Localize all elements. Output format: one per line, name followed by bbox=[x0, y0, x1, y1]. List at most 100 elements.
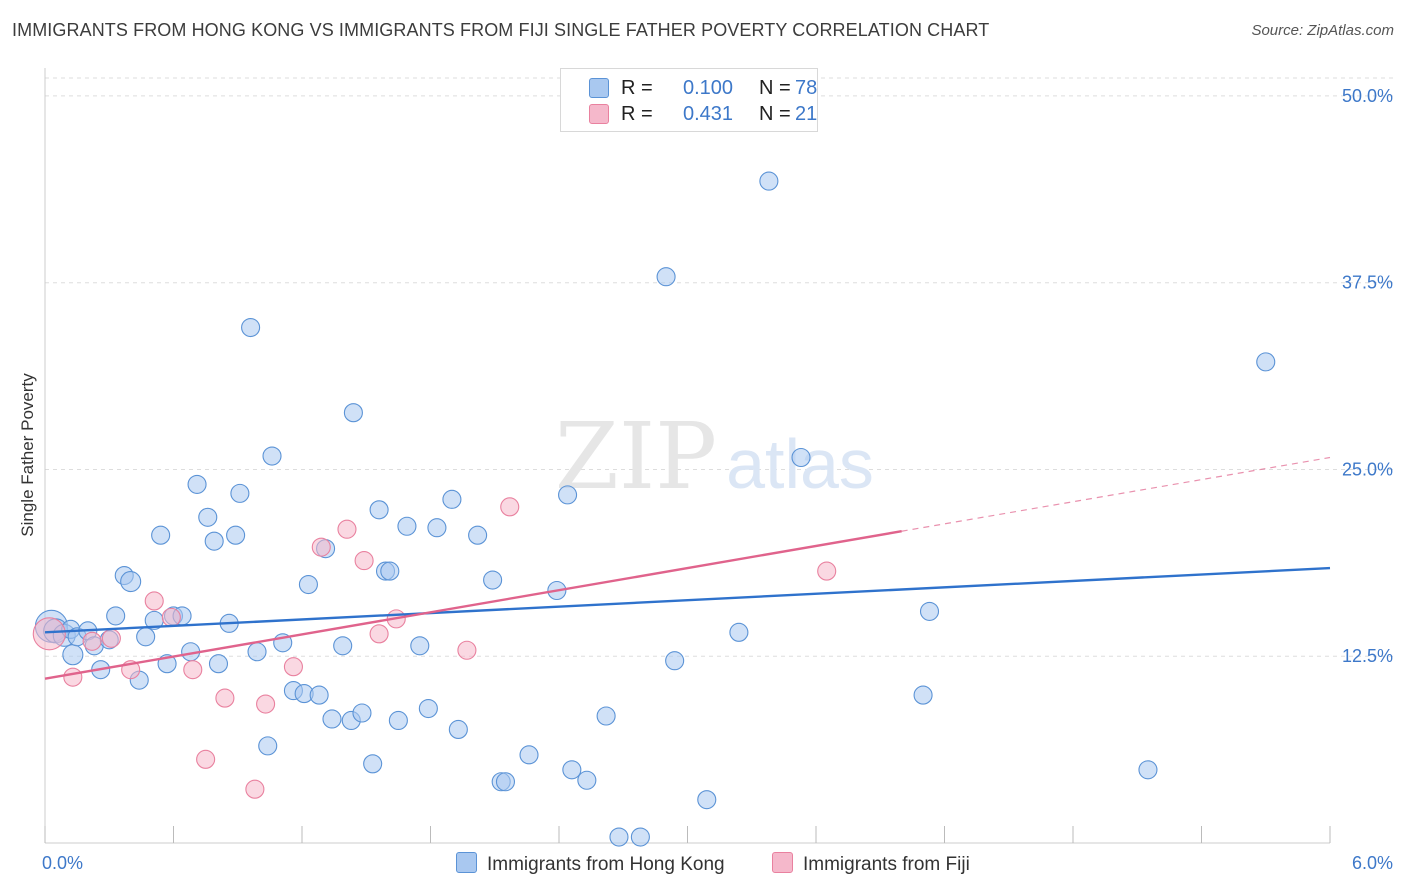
point-hong-kong bbox=[262, 446, 282, 466]
point-fiji bbox=[82, 631, 102, 651]
point-hong-kong bbox=[343, 403, 363, 423]
point-hong-kong bbox=[369, 500, 389, 520]
legend-swatch-fiji bbox=[772, 852, 793, 873]
point-fiji bbox=[311, 537, 331, 557]
point-hong-kong bbox=[397, 516, 417, 536]
point-hong-kong bbox=[729, 622, 749, 642]
point-fiji bbox=[183, 660, 203, 680]
point-hong-kong bbox=[208, 654, 229, 674]
point-hong-kong bbox=[919, 601, 940, 621]
trend-line-fiji bbox=[44, 530, 902, 680]
watermark-zip: ZIP bbox=[555, 403, 717, 510]
trend-lines bbox=[44, 456, 1331, 680]
point-fiji bbox=[245, 779, 265, 799]
axes bbox=[44, 68, 1331, 844]
r-label: R = bbox=[621, 77, 653, 99]
point-hong-kong bbox=[1256, 352, 1276, 372]
x-tick-label: 6.0% bbox=[1352, 853, 1393, 873]
point-fiji bbox=[161, 607, 181, 627]
point-hong-kong bbox=[136, 627, 156, 647]
n-value: 78 bbox=[795, 77, 818, 99]
r-value: 0.100 bbox=[683, 77, 734, 99]
legend-item-hong-kong: Immigrants from Hong Kong bbox=[456, 852, 725, 876]
n-label: N = bbox=[759, 103, 791, 125]
point-hong-kong bbox=[120, 570, 142, 593]
point-fiji bbox=[283, 657, 303, 677]
point-hong-kong bbox=[791, 447, 811, 468]
n-value: 21 bbox=[795, 103, 818, 125]
point-fiji bbox=[500, 497, 520, 517]
point-hong-kong bbox=[187, 474, 207, 494]
legend-swatch-hong-kong bbox=[589, 78, 609, 98]
y-tick-label: 25.0% bbox=[1342, 459, 1393, 479]
point-hong-kong bbox=[226, 525, 246, 545]
legend-swatch-hong-kong bbox=[456, 852, 477, 873]
point-hong-kong bbox=[322, 709, 342, 729]
point-hong-kong bbox=[247, 642, 267, 662]
point-hong-kong bbox=[913, 685, 933, 705]
point-hong-kong bbox=[609, 827, 629, 847]
point-hong-kong bbox=[442, 489, 462, 509]
point-hong-kong bbox=[418, 698, 438, 719]
point-hong-kong bbox=[258, 736, 278, 756]
point-hong-kong bbox=[495, 772, 516, 792]
point-hong-kong bbox=[577, 770, 597, 790]
trend-line-hong-kong bbox=[44, 566, 1331, 634]
point-fiji bbox=[256, 694, 276, 714]
point-fiji bbox=[215, 688, 235, 708]
point-hong-kong bbox=[519, 745, 539, 765]
series-legend: Immigrants from Hong Kong Immigrants fro… bbox=[0, 852, 1406, 878]
point-hong-kong bbox=[62, 644, 84, 666]
point-hong-kong bbox=[665, 651, 685, 671]
point-hong-kong bbox=[380, 561, 400, 581]
point-hong-kong bbox=[558, 485, 578, 505]
point-hong-kong bbox=[1138, 760, 1158, 780]
point-hong-kong bbox=[562, 760, 582, 780]
point-hong-kong bbox=[388, 710, 408, 731]
point-hong-kong bbox=[298, 574, 318, 595]
point-hong-kong bbox=[363, 754, 383, 774]
y-tick-label: 12.5% bbox=[1342, 646, 1393, 666]
legend-item-fiji: Immigrants from Fiji bbox=[772, 852, 970, 876]
correlation-legend: R = 0.100 N = 78 R = 0.431 N = 21 bbox=[560, 68, 818, 132]
n-label: N = bbox=[759, 77, 791, 99]
point-fiji bbox=[101, 628, 121, 648]
point-fiji bbox=[144, 591, 164, 611]
point-fiji bbox=[354, 551, 374, 571]
chart-title: IMMIGRANTS FROM HONG KONG VS IMMIGRANTS … bbox=[12, 20, 990, 40]
point-hong-kong bbox=[230, 483, 250, 503]
point-hong-kong bbox=[483, 570, 503, 590]
point-fiji bbox=[196, 749, 216, 769]
tick-labels: 12.5% 25.0% 37.5% 50.0% 0.0% 6.0% bbox=[42, 86, 1393, 873]
point-hong-kong bbox=[448, 719, 468, 739]
point-hong-kong bbox=[427, 518, 447, 538]
legend-label-hong-kong: Immigrants from Hong Kong bbox=[487, 854, 725, 875]
point-hong-kong bbox=[241, 317, 261, 338]
point-fiji bbox=[817, 561, 837, 581]
r-label: R = bbox=[621, 103, 653, 125]
point-fiji bbox=[32, 617, 66, 651]
point-hong-kong bbox=[151, 525, 171, 545]
point-hong-kong bbox=[333, 636, 353, 656]
x-tick-label: 0.0% bbox=[42, 853, 83, 873]
point-hong-kong bbox=[198, 507, 218, 527]
point-hong-kong bbox=[410, 636, 430, 656]
legend-swatch-fiji bbox=[589, 104, 609, 124]
point-hong-kong bbox=[630, 827, 650, 847]
legend-label-fiji: Immigrants from Fiji bbox=[803, 854, 970, 875]
source-label: Source: ZipAtlas.com bbox=[1251, 22, 1394, 39]
point-fiji bbox=[369, 624, 389, 644]
point-hong-kong bbox=[352, 703, 372, 723]
point-hong-kong bbox=[309, 685, 329, 705]
point-hong-kong bbox=[656, 267, 676, 287]
point-hong-kong bbox=[596, 706, 616, 726]
point-hong-kong bbox=[204, 531, 224, 551]
point-hong-kong bbox=[759, 171, 779, 191]
point-hong-kong bbox=[697, 790, 717, 810]
y-tick-label: 37.5% bbox=[1342, 273, 1393, 293]
r-value: 0.431 bbox=[683, 103, 734, 125]
y-tick-label: 50.0% bbox=[1342, 86, 1393, 106]
trend-line-extension-fiji bbox=[901, 456, 1331, 532]
point-hong-kong bbox=[106, 606, 126, 626]
